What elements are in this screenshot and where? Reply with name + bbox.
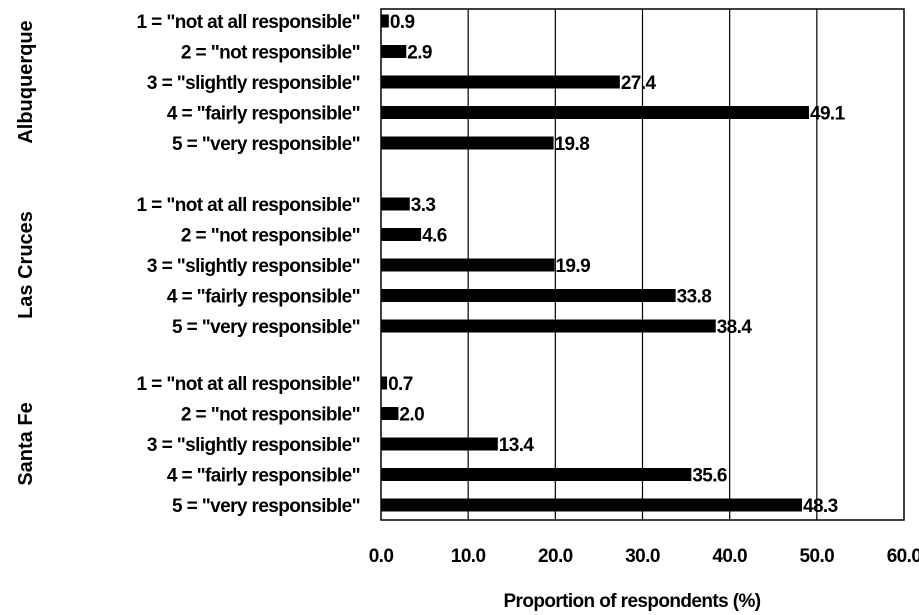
bar bbox=[381, 14, 389, 28]
bar-value-label: 19.9 bbox=[555, 256, 590, 277]
bar-value-label: 3.3 bbox=[411, 195, 436, 216]
bar-value-label: 27.4 bbox=[621, 73, 657, 94]
bar bbox=[381, 228, 422, 241]
bar-value-label: 0.7 bbox=[388, 374, 413, 395]
category-labels: 1 = "not at all responsible" 2 = "not res… bbox=[137, 12, 361, 517]
bar-value-label: 33.8 bbox=[677, 287, 712, 308]
x-axis-ticks: 0.0 10.0 20.0 30.0 40.0 50.0 60.0 bbox=[369, 546, 919, 567]
bar bbox=[381, 376, 388, 390]
category-label: 5 = "very responsible" bbox=[172, 496, 360, 517]
category-label: 1 = "not at all responsible" bbox=[137, 12, 360, 33]
bar-value-label: 35.6 bbox=[692, 466, 727, 487]
bar-value-label: 2.9 bbox=[407, 43, 432, 64]
x-tick-label: 0.0 bbox=[369, 546, 394, 567]
bar bbox=[381, 258, 555, 272]
bar bbox=[381, 75, 620, 89]
bar-value-label: 49.1 bbox=[810, 104, 846, 125]
x-tick-label: 30.0 bbox=[625, 546, 660, 567]
bar bbox=[381, 197, 410, 211]
category-label: 2 = "not responsible" bbox=[181, 43, 360, 64]
gridlines bbox=[467, 9, 818, 520]
category-label: 2 = "not responsible" bbox=[181, 226, 360, 247]
category-label: 1 = "not at all responsible" bbox=[137, 195, 360, 216]
x-tick-label: 20.0 bbox=[538, 546, 573, 567]
bar bbox=[381, 136, 554, 150]
bars bbox=[381, 14, 809, 512]
category-label: 1 = "not at all responsible" bbox=[137, 374, 360, 395]
x-tick-label: 10.0 bbox=[451, 546, 486, 567]
bar-value-label: 48.3 bbox=[803, 496, 838, 517]
group-label: Santa Fe bbox=[15, 402, 37, 485]
x-tick-label: 40.0 bbox=[712, 546, 747, 567]
category-label: 3 = "slightly responsible" bbox=[147, 256, 360, 277]
bar bbox=[381, 106, 809, 119]
bar bbox=[381, 437, 498, 451]
bar bbox=[381, 468, 692, 481]
category-label: 4 = "fairly responsible" bbox=[167, 287, 360, 308]
bar-value-label: 13.4 bbox=[499, 435, 535, 456]
bar bbox=[381, 319, 716, 333]
bar-value-label: 2.0 bbox=[399, 405, 424, 426]
category-label: 2 = "not responsible" bbox=[181, 405, 360, 426]
bar-value-label: 4.6 bbox=[422, 226, 447, 247]
category-label: 4 = "fairly responsible" bbox=[167, 104, 360, 125]
category-label: 3 = "slightly responsible" bbox=[147, 435, 360, 456]
category-label: 4 = "fairly responsible" bbox=[167, 466, 360, 487]
value-labels: 0.9 2.9 27.4 49.1 19.8 3.3 4.6 19.9 33.838.4 0.7 2… bbox=[388, 12, 846, 517]
group-label: Las Cruces bbox=[15, 211, 37, 319]
group-label: Albuquerque bbox=[15, 20, 37, 143]
bar bbox=[381, 45, 407, 58]
group-labels: Albuquerque Las Cruces Santa Fe bbox=[15, 20, 37, 485]
category-label: 5 = "very responsible" bbox=[172, 134, 360, 155]
bar-value-label: 0.9 bbox=[390, 12, 415, 33]
bar-value-label: 19.8 bbox=[555, 134, 590, 155]
bar bbox=[381, 498, 803, 512]
x-tick-label: 50.0 bbox=[800, 546, 835, 567]
bar-value-label: 38.4 bbox=[717, 317, 753, 338]
x-tick-label: 60.0 bbox=[887, 546, 919, 567]
category-label: 3 = "slightly responsible" bbox=[147, 73, 360, 94]
bar bbox=[381, 407, 399, 420]
x-axis-label: Proportion of respondents (%) bbox=[503, 591, 760, 612]
category-label: 5 = "very responsible" bbox=[172, 317, 360, 338]
bar bbox=[381, 289, 676, 302]
